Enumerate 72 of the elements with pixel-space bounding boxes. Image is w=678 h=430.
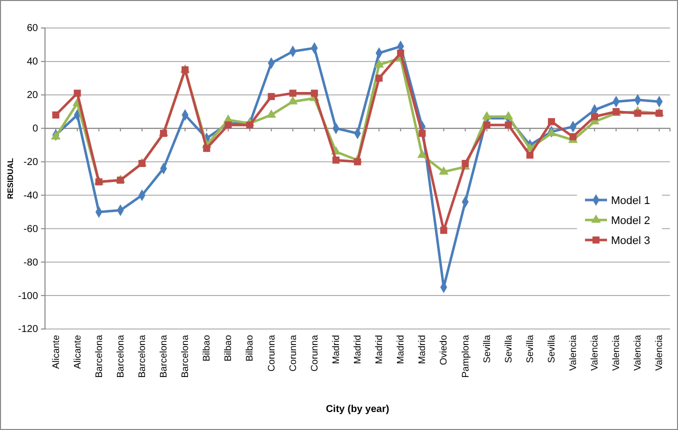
point	[266, 109, 276, 118]
x-tick-label: Valencia	[568, 334, 580, 371]
point	[569, 133, 577, 140]
legend-label: Model 2	[611, 215, 650, 227]
y-tick-label: -40	[24, 190, 38, 202]
x-tick-label: Alicante	[50, 335, 62, 369]
point	[74, 90, 81, 97]
x-tick-label: Valencia	[590, 334, 601, 371]
x-tick-label: Barcelona	[180, 334, 192, 378]
x-tick-label: Barcelona	[115, 334, 126, 378]
x-tick-label: Barcelona	[94, 334, 105, 378]
point	[332, 156, 340, 164]
x-tick-label: Barcelona	[136, 334, 148, 378]
x-tick-label: Sevilla	[503, 334, 514, 363]
point	[310, 90, 318, 97]
point	[246, 121, 254, 129]
x-tick-label: Corunna	[266, 334, 278, 372]
x-tick-label: Corunna	[309, 334, 320, 372]
x-tick-label: Bilbao	[202, 335, 213, 362]
point	[376, 74, 383, 82]
y-axis-title: RESIDUAL	[6, 158, 15, 199]
point	[482, 111, 492, 120]
x-tick-label: Valencia	[611, 334, 622, 371]
point	[374, 59, 384, 68]
point	[289, 90, 296, 97]
x-tick-label: Madrid	[330, 335, 342, 364]
x-tick-label: Barcelona	[158, 334, 170, 378]
x-tick-label: Madrid	[417, 335, 428, 364]
point	[438, 166, 449, 175]
point	[504, 121, 512, 129]
x-tick-label: Pamplona	[460, 334, 472, 378]
point	[288, 96, 298, 104]
y-tick-label: -120	[18, 324, 38, 336]
point	[418, 130, 426, 137]
point	[224, 121, 232, 129]
point	[397, 50, 404, 57]
x-tick-label: Madrid	[396, 335, 407, 364]
x-tick-label: Oviedo	[438, 335, 450, 366]
point	[504, 111, 514, 120]
y-tick-label: 20	[26, 90, 38, 102]
y-tick-label: -60	[24, 224, 38, 235]
point	[591, 113, 598, 120]
x-tick-label: Valencia	[654, 334, 666, 371]
x-tick-label: Sevilla	[524, 334, 536, 363]
x-tick-label: Alicante	[72, 335, 84, 369]
point	[526, 152, 534, 159]
x-tick-label: Madrid	[374, 335, 386, 364]
x-tick-label: Bilbao	[244, 335, 256, 362]
x-tick-label: Bilbao	[223, 335, 234, 362]
x-tick-label: Madrid	[352, 335, 364, 364]
point	[268, 93, 275, 100]
y-tick-label: -80	[24, 257, 38, 268]
y-tick-label: -100	[18, 290, 38, 302]
y-tick-label: -20	[24, 156, 38, 168]
point	[440, 226, 448, 234]
point	[462, 160, 469, 167]
point	[548, 118, 555, 126]
point	[203, 144, 210, 152]
point	[417, 150, 427, 158]
legend-label: Model 1	[611, 195, 650, 207]
point	[52, 111, 60, 118]
point	[634, 110, 642, 117]
y-tick-label: 40	[26, 56, 38, 68]
x-tick-label: Sevilla	[482, 334, 493, 363]
x-tick-label: Sevilla	[546, 334, 558, 363]
x-axis-title: City (by year)	[326, 404, 390, 415]
x-tick-label: Valencia	[632, 334, 644, 371]
y-tick-label: 60	[26, 23, 38, 34]
x-tick-label: Corunna	[288, 334, 299, 372]
point	[483, 121, 490, 129]
legend-label: Model 3	[611, 235, 650, 247]
y-tick-label: 0	[32, 124, 38, 135]
